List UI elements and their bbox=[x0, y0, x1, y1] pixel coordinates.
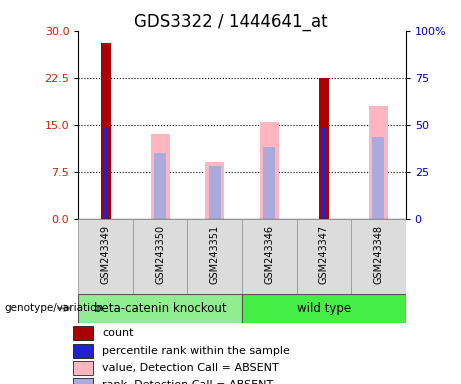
Text: genotype/variation: genotype/variation bbox=[5, 303, 104, 313]
Bar bbox=[154, 153, 166, 219]
Bar bbox=[296, 219, 351, 294]
Bar bbox=[372, 137, 384, 219]
Text: wild type: wild type bbox=[297, 302, 351, 314]
Bar bbox=[73, 326, 93, 340]
Text: beta-catenin knockout: beta-catenin knockout bbox=[94, 302, 226, 314]
Bar bbox=[369, 106, 388, 219]
Text: GSM243348: GSM243348 bbox=[373, 225, 384, 284]
Text: GSM243346: GSM243346 bbox=[264, 225, 274, 284]
Bar bbox=[188, 219, 242, 294]
Text: value, Detection Call = ABSENT: value, Detection Call = ABSENT bbox=[102, 363, 279, 373]
Bar bbox=[319, 78, 329, 219]
Text: GSM243350: GSM243350 bbox=[155, 225, 165, 285]
Bar bbox=[78, 294, 242, 323]
Bar bbox=[78, 219, 133, 294]
Bar bbox=[133, 219, 188, 294]
Text: GSM243351: GSM243351 bbox=[210, 225, 220, 285]
Bar bbox=[260, 122, 279, 219]
Text: percentile rank within the sample: percentile rank within the sample bbox=[102, 346, 290, 356]
Bar bbox=[73, 378, 93, 384]
Bar bbox=[101, 43, 111, 219]
Bar bbox=[151, 134, 170, 219]
Text: count: count bbox=[102, 328, 134, 338]
Text: rank, Detection Call = ABSENT: rank, Detection Call = ABSENT bbox=[102, 380, 273, 384]
Bar bbox=[351, 219, 406, 294]
Text: GSM243347: GSM243347 bbox=[319, 225, 329, 285]
Bar bbox=[73, 344, 93, 358]
Bar bbox=[242, 294, 406, 323]
Bar bbox=[205, 162, 225, 219]
Bar bbox=[242, 219, 296, 294]
Bar bbox=[263, 147, 275, 219]
Bar bbox=[73, 361, 93, 375]
Bar bbox=[209, 166, 221, 219]
Bar bbox=[104, 128, 107, 219]
Text: GDS3322 / 1444641_at: GDS3322 / 1444641_at bbox=[134, 13, 327, 31]
Text: GSM243349: GSM243349 bbox=[100, 225, 111, 284]
Bar bbox=[322, 128, 325, 219]
